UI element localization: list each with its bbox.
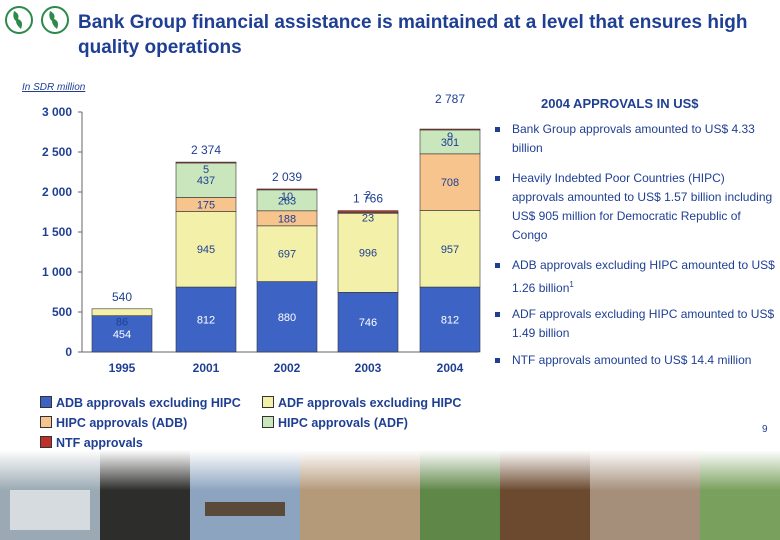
bullet-item: Bank Group approvals amounted to US$ 4.3… bbox=[495, 120, 775, 158]
data-label: 957 bbox=[441, 244, 459, 256]
side-panel-heading: 2004 APPROVALS IN US$ bbox=[541, 96, 699, 111]
y-tick-label: 1 000 bbox=[42, 265, 72, 279]
x-tick-label: 2003 bbox=[355, 361, 382, 375]
data-label: 746 bbox=[359, 317, 377, 329]
afdb-logo-icon bbox=[5, 6, 33, 34]
x-tick-label: 2002 bbox=[274, 361, 301, 375]
photo-strip bbox=[0, 450, 780, 540]
legend-item: ADF approvals excluding HIPC bbox=[262, 396, 461, 410]
data-label: 23 bbox=[362, 213, 374, 225]
data-label: 5 bbox=[203, 164, 209, 176]
bar-segment bbox=[175, 161, 237, 164]
bar-segment bbox=[256, 281, 318, 353]
total-label: 2 039 bbox=[272, 170, 302, 184]
data-label: 175 bbox=[197, 199, 215, 211]
data-label: 437 bbox=[197, 175, 215, 187]
data-label: 708 bbox=[441, 177, 459, 189]
x-tick-label: 2004 bbox=[437, 361, 464, 375]
total-label: 2 787 bbox=[435, 92, 465, 106]
bar-segment bbox=[419, 153, 481, 211]
data-label: 10 bbox=[281, 191, 293, 203]
bar-segment bbox=[419, 210, 481, 288]
legend-swatch bbox=[262, 396, 274, 408]
legend-item: ADB approvals excluding HIPC bbox=[40, 396, 241, 410]
y-tick-label: 2 500 bbox=[42, 145, 72, 159]
y-tick-label: 3 000 bbox=[42, 105, 72, 119]
y-tick-label: 0 bbox=[65, 345, 72, 359]
data-label: 263 bbox=[278, 195, 296, 207]
bar-segment bbox=[337, 212, 399, 293]
bullet-item: ADB approvals excluding HIPC amounted to… bbox=[495, 256, 775, 298]
data-label: 812 bbox=[197, 315, 215, 327]
chart-subtitle: In SDR million bbox=[22, 82, 86, 93]
bar-segment bbox=[256, 188, 318, 191]
page-number: 9 bbox=[762, 424, 768, 435]
bar-segment bbox=[175, 162, 237, 198]
bullet-marker-icon bbox=[495, 127, 500, 132]
total-label: 2 374 bbox=[191, 143, 221, 157]
data-label: 812 bbox=[441, 315, 459, 327]
bar-segment bbox=[175, 286, 237, 353]
y-tick-label: 2 000 bbox=[42, 185, 72, 199]
bullet-marker-icon bbox=[495, 358, 500, 363]
bullet-item: Heavily Indebted Poor Countries (HIPC) a… bbox=[495, 169, 775, 245]
bullet-marker-icon bbox=[495, 263, 500, 268]
page-title: Bank Group financial assistance is maint… bbox=[78, 12, 748, 58]
bar-segment bbox=[419, 286, 481, 353]
afdb-logo-icon bbox=[41, 6, 69, 34]
data-label: 697 bbox=[278, 249, 296, 261]
bullet-item: ADF approvals excluding HIPC amounted to… bbox=[495, 305, 775, 343]
legend-item: NTF approvals bbox=[40, 436, 143, 450]
y-tick-label: 1 500 bbox=[42, 225, 72, 239]
x-tick-label: 1995 bbox=[109, 361, 136, 375]
bullet-item: NTF approvals amounted to US$ 14.4 milli… bbox=[495, 351, 775, 370]
legend-swatch bbox=[40, 436, 52, 448]
total-label: 1 766 bbox=[353, 192, 383, 206]
data-label: 86 bbox=[116, 317, 128, 329]
total-label: 540 bbox=[112, 290, 132, 304]
legend-item: HIPC approvals (ADB) bbox=[40, 416, 187, 430]
bullet-marker-icon bbox=[495, 176, 500, 181]
data-label: 880 bbox=[278, 312, 296, 324]
data-label: 188 bbox=[278, 213, 296, 225]
bar-segment bbox=[419, 128, 481, 131]
data-label: 9 bbox=[447, 131, 453, 143]
bar-segment bbox=[419, 129, 481, 155]
data-label: 454 bbox=[113, 329, 131, 341]
x-tick-label: 2001 bbox=[193, 361, 220, 375]
bar-segment bbox=[256, 225, 318, 282]
approvals-bullet-list: Bank Group approvals amounted to US$ 4.3… bbox=[495, 120, 775, 370]
legend-swatch bbox=[40, 396, 52, 408]
data-label: 945 bbox=[197, 244, 215, 256]
bar-segment bbox=[91, 308, 153, 316]
footnote-marker: 1 bbox=[569, 280, 574, 289]
bar-segment bbox=[91, 315, 153, 353]
legend-swatch bbox=[262, 416, 274, 428]
bullet-marker-icon bbox=[495, 312, 500, 317]
legend-item: HIPC approvals (ADF) bbox=[262, 416, 408, 430]
data-label: 996 bbox=[359, 247, 377, 259]
bar-segment bbox=[337, 210, 399, 213]
legend-swatch bbox=[40, 416, 52, 428]
bar-segment bbox=[337, 292, 399, 353]
data-label: 301 bbox=[441, 137, 459, 149]
y-tick-label: 500 bbox=[52, 305, 72, 319]
data-label: 2 bbox=[365, 189, 371, 201]
